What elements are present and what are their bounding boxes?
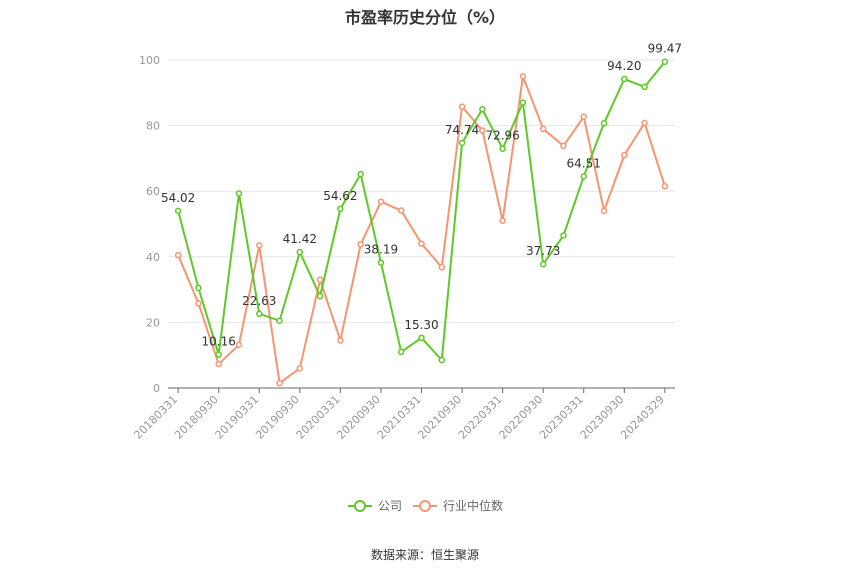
data-point [661, 183, 669, 190]
data-point [215, 360, 222, 368]
source-note: 数据来源：恒生聚源 [370, 548, 479, 562]
data-point [580, 173, 587, 180]
data-point [641, 83, 648, 91]
data-point [296, 248, 304, 256]
legend-label: 公司 [378, 499, 402, 513]
y-tick-label: 0 [153, 382, 160, 395]
data-label: 74.74 [445, 123, 479, 137]
data-point [519, 73, 527, 80]
data-label: 41.42 [283, 232, 317, 246]
y-tick-label: 100 [139, 54, 160, 67]
data-label: 22.63 [242, 294, 276, 308]
data-point [661, 58, 669, 65]
data-point [539, 260, 547, 268]
data-point [316, 276, 324, 284]
data-label: 15.30 [404, 318, 438, 332]
data-label: 99.47 [648, 42, 682, 56]
data-point [357, 170, 364, 178]
data-point [458, 139, 466, 147]
legend-marker [419, 500, 431, 512]
data-label: 54.02 [161, 191, 195, 205]
series-line [177, 61, 666, 363]
data-point [560, 142, 567, 150]
legend-label: 行业中位数 [443, 498, 503, 513]
x-tick-label: 20240329 [618, 393, 667, 442]
legend-marker [354, 500, 366, 512]
data-point [316, 292, 324, 300]
data-point [458, 103, 466, 110]
data-label: 64.51 [567, 156, 601, 170]
data-label: 38.19 [364, 243, 398, 257]
data-point [539, 125, 547, 133]
data-point [519, 99, 527, 106]
data-label: 94.20 [607, 59, 641, 73]
data-point [256, 242, 263, 249]
data-point [337, 337, 344, 344]
data-point [560, 232, 567, 239]
legend-item-industry-median: 行业中位数 [413, 498, 503, 513]
data-point [276, 317, 283, 325]
y-tick-label: 60 [146, 185, 160, 198]
data-point [256, 310, 263, 318]
y-tick-label: 80 [146, 120, 160, 133]
data-point [479, 127, 486, 134]
data-point [174, 251, 182, 259]
legend-item-company: 公司 [348, 499, 402, 513]
legend: 公司 行业中位数 [348, 498, 503, 513]
data-label: 54.62 [323, 189, 357, 203]
data-point [337, 205, 344, 213]
data-point [357, 241, 364, 248]
data-point [438, 264, 446, 271]
data-point [276, 379, 283, 387]
data-point [397, 207, 405, 214]
data-point [499, 217, 506, 224]
data-point [195, 284, 202, 292]
series-industry-median [174, 72, 669, 387]
data-point [621, 151, 628, 159]
chart-title: 市盈率历史分位（%） [344, 8, 506, 27]
data-label: 37.73 [526, 244, 560, 258]
data-point [397, 348, 405, 356]
data-point [174, 207, 182, 215]
data-point [418, 240, 425, 247]
data-point [580, 113, 587, 120]
data-point [235, 190, 243, 197]
data-label: 72.96 [485, 129, 519, 143]
data-point [377, 259, 385, 266]
y-tick-label: 20 [146, 316, 160, 329]
data-label: 10.16 [202, 335, 236, 349]
data-point [499, 145, 506, 152]
data-point [479, 105, 486, 113]
data-point [600, 120, 608, 127]
data-point [621, 75, 628, 83]
data-point [438, 356, 446, 364]
series-company [174, 58, 669, 364]
data-point [296, 365, 304, 372]
data-point [641, 119, 648, 127]
data-point [235, 341, 243, 348]
y-tick-label: 40 [146, 251, 160, 264]
data-point [195, 300, 202, 307]
data-point [418, 334, 425, 342]
data-point [377, 198, 385, 205]
data-point [600, 207, 608, 215]
data-point [215, 351, 222, 358]
